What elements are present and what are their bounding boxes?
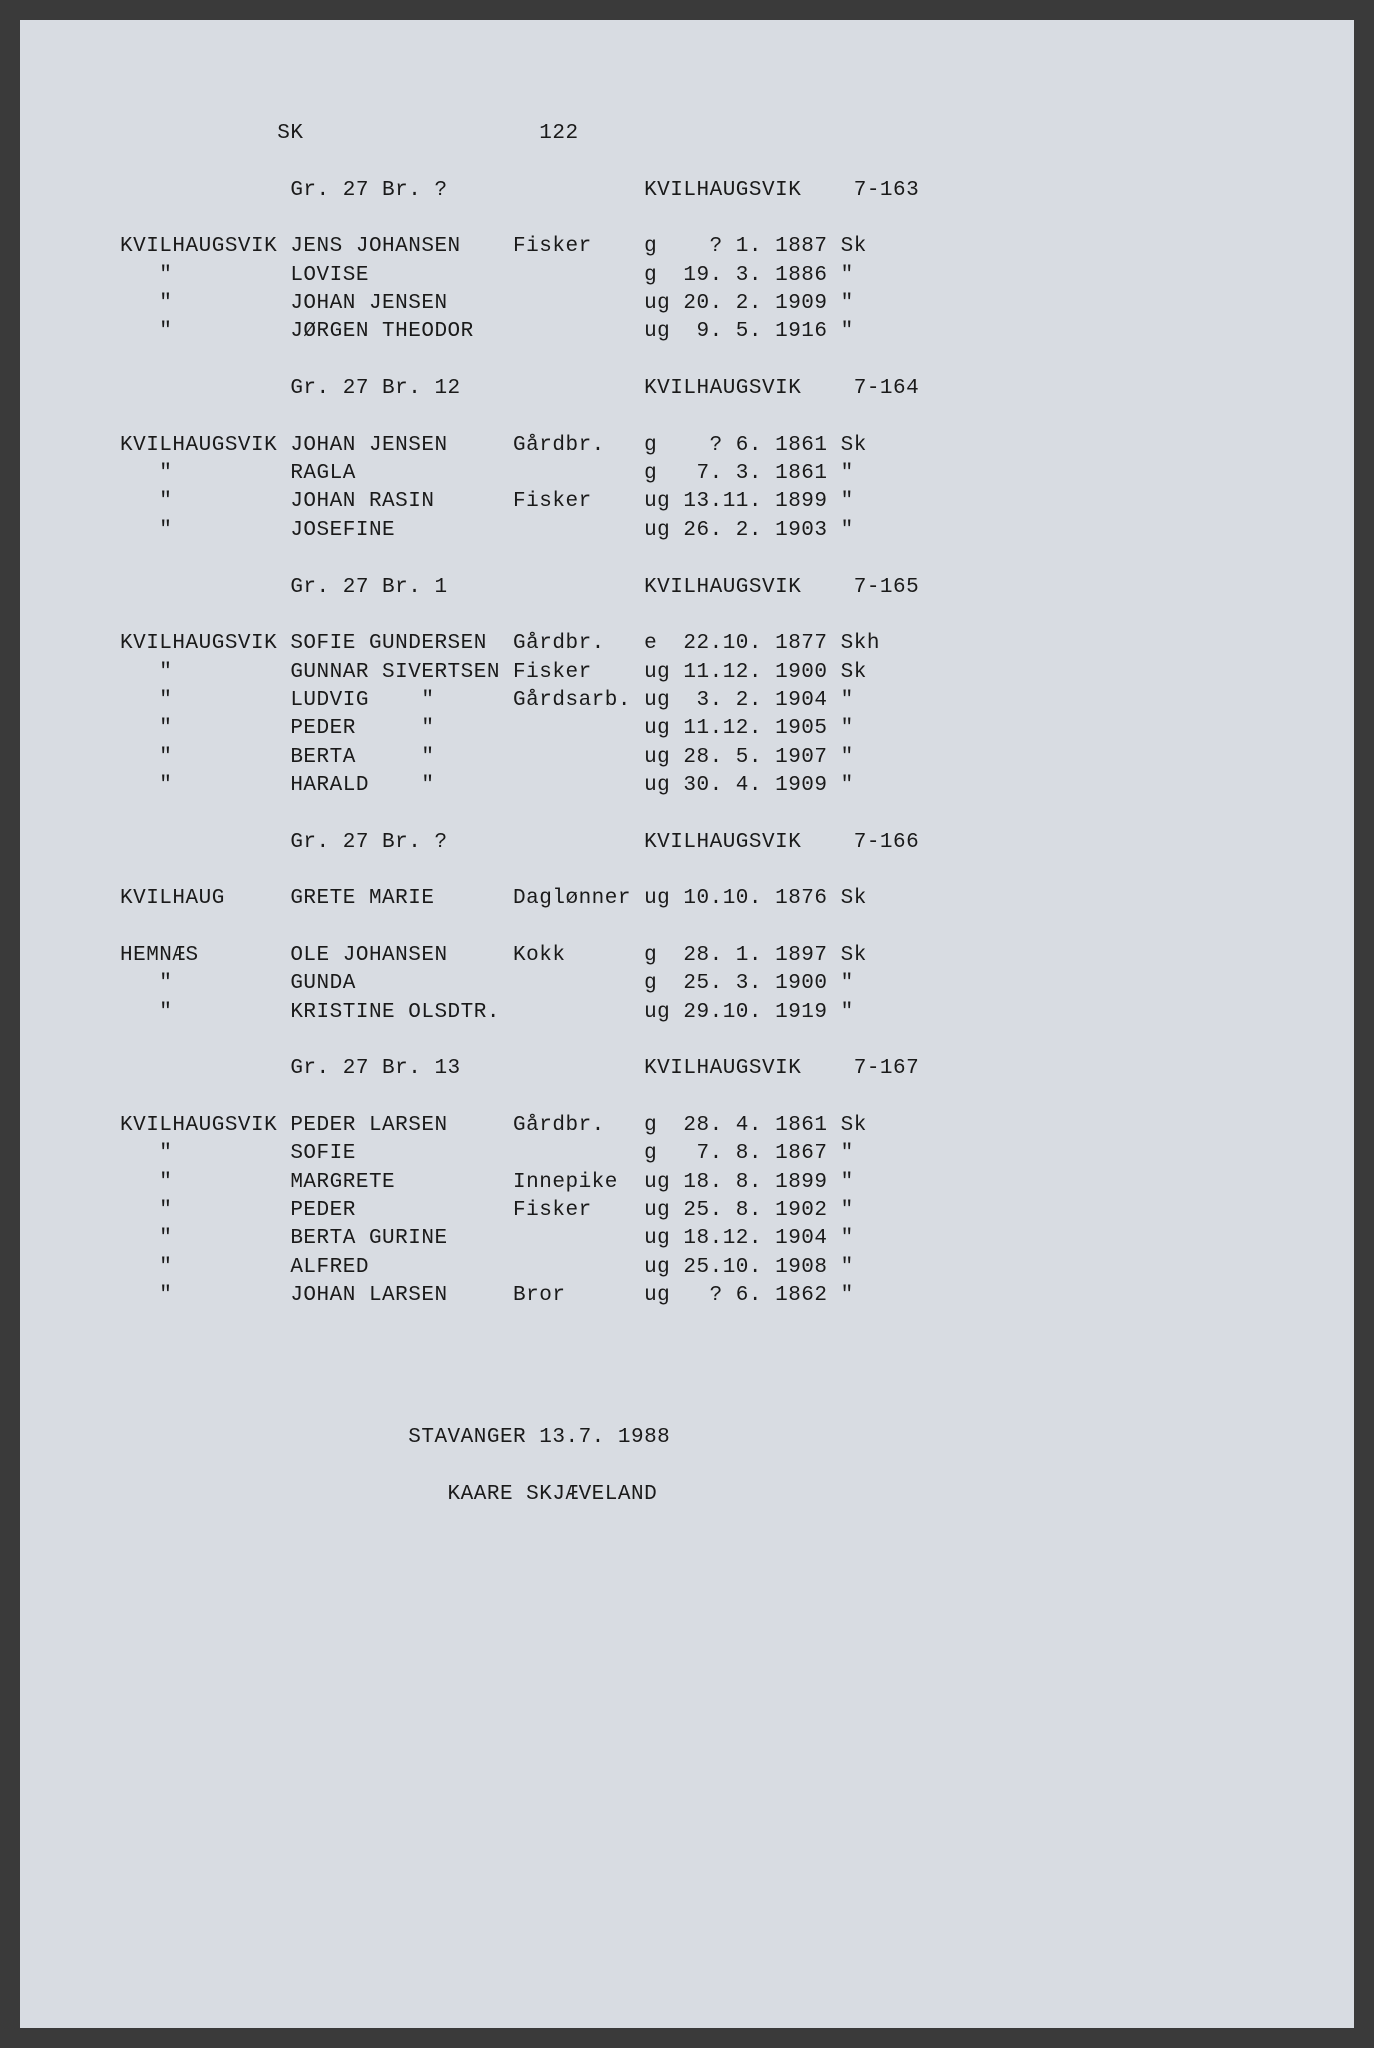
document-page: SK 122 Gr. 27 Br. ? KVILHAUGSVIK 7-163 K…	[20, 20, 1354, 2028]
